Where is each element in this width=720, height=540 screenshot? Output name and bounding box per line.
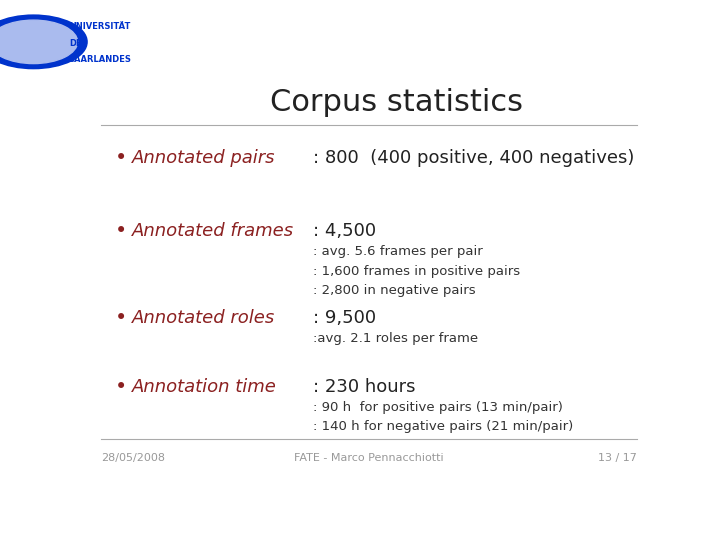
Text: : 9,500: : 9,500 <box>313 309 377 327</box>
Text: Annotated pairs: Annotated pairs <box>132 150 275 167</box>
Text: : 2,800 in negative pairs: : 2,800 in negative pairs <box>313 285 476 298</box>
Text: : avg. 5.6 frames per pair: : avg. 5.6 frames per pair <box>313 245 483 258</box>
Text: 28/05/2008: 28/05/2008 <box>101 453 165 463</box>
Text: 13 / 17: 13 / 17 <box>598 453 637 463</box>
Text: : 1,600 frames in positive pairs: : 1,600 frames in positive pairs <box>313 265 521 278</box>
Text: •: • <box>114 308 127 328</box>
Text: : 800  (400 positive, 400 negatives): : 800 (400 positive, 400 negatives) <box>313 150 634 167</box>
Text: Corpus statistics: Corpus statistics <box>271 87 523 117</box>
Text: : 90 h  for positive pairs (13 min/pair): : 90 h for positive pairs (13 min/pair) <box>313 401 563 414</box>
Text: •: • <box>114 148 127 168</box>
Circle shape <box>0 16 86 68</box>
Text: : 4,500: : 4,500 <box>313 222 377 240</box>
Text: : 230 hours: : 230 hours <box>313 378 415 396</box>
Text: Annotated roles: Annotated roles <box>132 309 275 327</box>
Text: FATE - Marco Pennacchiotti: FATE - Marco Pennacchiotti <box>294 453 444 463</box>
Text: SAARLANDES: SAARLANDES <box>69 56 132 64</box>
Text: DES: DES <box>69 38 87 48</box>
Text: •: • <box>114 221 127 241</box>
Text: Annotation time: Annotation time <box>132 378 276 396</box>
Text: :avg. 2.1 roles per frame: :avg. 2.1 roles per frame <box>313 332 478 345</box>
Circle shape <box>0 20 78 64</box>
Text: UNIVERSITÄT: UNIVERSITÄT <box>69 22 130 31</box>
Text: : 140 h for negative pairs (21 min/pair): : 140 h for negative pairs (21 min/pair) <box>313 421 573 434</box>
Text: •: • <box>114 377 127 397</box>
Text: Annotated frames: Annotated frames <box>132 222 294 240</box>
